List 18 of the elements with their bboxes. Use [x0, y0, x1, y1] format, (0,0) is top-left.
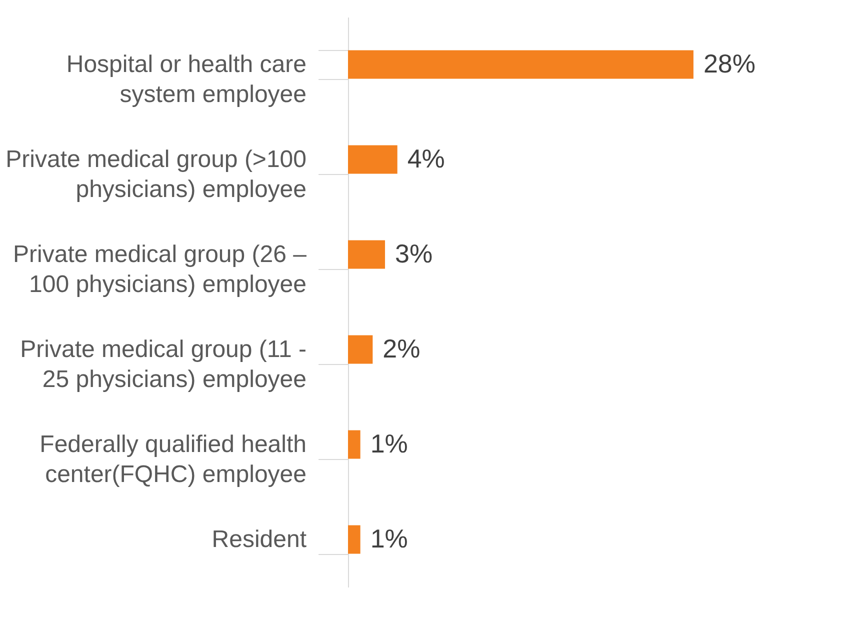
data-label: 2% [382, 334, 420, 364]
y-tick-label: Resident [212, 526, 307, 553]
data-label: 4% [407, 144, 445, 174]
bar [348, 430, 360, 459]
data-label: 28% [703, 48, 756, 78]
bar [348, 50, 694, 79]
bar [348, 240, 386, 269]
y-tick-label: Private medical group (26 – 100 physicians) employee [13, 241, 308, 298]
bar [348, 145, 398, 174]
y-tick-label: Hospital or health care system employee [66, 51, 306, 108]
data-label: 1% [370, 524, 408, 554]
y-tick-label: Private medical group (>100 physicians) employee [6, 146, 306, 203]
y-tick-label: Private medical group (11 - 25 physicians) employee [20, 336, 306, 393]
bar [348, 525, 360, 554]
bar [348, 335, 373, 364]
y-tick-label: Federally qualified health center(FQHC) employee [40, 431, 306, 488]
data-label: 1% [370, 428, 408, 458]
data-label: 3% [395, 238, 433, 268]
